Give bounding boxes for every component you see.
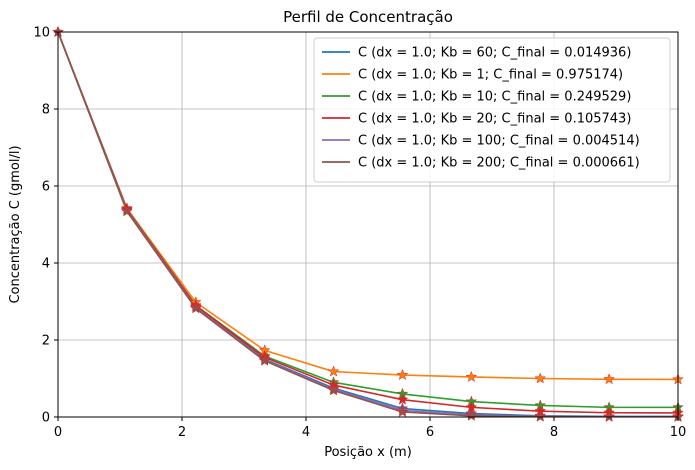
plot-frame: [57, 31, 679, 418]
x-tick-label: 4: [302, 425, 310, 440]
y-tick-label: 0: [42, 411, 50, 426]
legend-label: C (dx = 1.0; Kb = 200; C_final = 0.00066…: [358, 156, 640, 171]
data-point-marker: [189, 302, 202, 314]
chart-title: Perfil de Concentração: [283, 8, 453, 26]
data-point-marker: [534, 372, 547, 384]
x-axis-label: Posição x (m): [324, 445, 412, 460]
legend-label: C (dx = 1.0; Kb = 60; C_final = 0.014936…: [358, 46, 631, 61]
ticks: 0 2 4 6 8 10 0 2 4 6 8 10: [33, 26, 686, 441]
series-lines: [58, 32, 678, 417]
data-point-marker: [396, 368, 409, 381]
series-line-3: [58, 32, 678, 414]
x-tick-label: 10: [670, 425, 687, 440]
x-tick-label: 8: [550, 425, 558, 440]
legend: C (dx = 1.0; Kb = 60; C_final = 0.014936…: [313, 37, 671, 183]
data-point-marker: [534, 410, 547, 422]
y-tick-label: 2: [42, 334, 50, 349]
data-point-marker: [327, 384, 340, 396]
x-tick-label: 0: [54, 425, 62, 440]
y-tick-label: 4: [42, 257, 50, 272]
data-point-marker: [396, 405, 409, 418]
y-tick-label: 10: [33, 26, 50, 41]
series-line-1: [58, 32, 678, 381]
legend-label: C (dx = 1.0; Kb = 10; C_final = 0.249529…: [358, 90, 631, 105]
data-point-marker: [465, 370, 478, 382]
legend-label: C (dx = 1.0; Kb = 100; C_final = 0.00451…: [358, 134, 640, 149]
y-tick-label: 8: [42, 103, 50, 118]
y-axis-label: Concentração C (gmol/l): [8, 145, 23, 303]
data-point-marker: [465, 409, 478, 421]
data-point-marker: [603, 373, 616, 385]
data-point-marker: [603, 410, 616, 422]
data-point-marker: [396, 393, 409, 405]
legend-label: C (dx = 1.0; Kb = 20; C_final = 0.105743…: [358, 112, 631, 127]
y-tick-label: 6: [42, 180, 50, 195]
x-tick-label: 2: [178, 425, 186, 440]
x-tick-label: 6: [426, 425, 434, 440]
legend-label: C (dx = 1.0; Kb = 1; C_final = 0.975174): [358, 68, 623, 83]
data-point-marker: [258, 354, 271, 366]
data-point-marker: [120, 205, 133, 217]
data-point-marker: [327, 365, 340, 377]
series-markers: [52, 25, 684, 423]
series-layer: [52, 25, 684, 423]
legend-box: [313, 37, 671, 183]
